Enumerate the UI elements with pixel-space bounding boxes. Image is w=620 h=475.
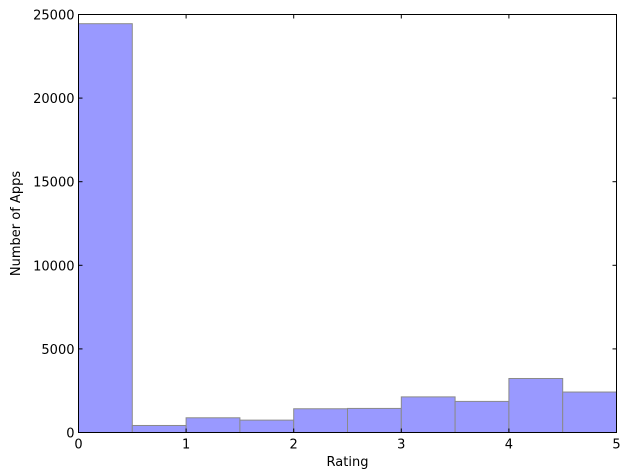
x-axis-label: Rating	[327, 455, 369, 470]
ticks-layer: 0 1 2 3 4 5 0 5000 10000 15000 20000 25000	[33, 9, 620, 453]
histogram-bar-3	[239, 419, 295, 433]
y-tick-label-4: 20000	[33, 92, 74, 107]
y-tick-label-0: 0	[66, 427, 74, 442]
histogram-bar-6	[400, 396, 456, 434]
histogram-bar-2	[185, 417, 241, 434]
plot-frame	[78, 14, 617, 433]
y-tick-label-2: 10000	[33, 259, 74, 274]
histogram-bar-8	[508, 377, 564, 433]
histogram-bar-7	[454, 400, 510, 433]
histogram-bar-4	[293, 408, 349, 433]
y-tick-label-5: 25000	[33, 9, 74, 24]
histogram-bar-9	[562, 391, 618, 433]
x-tick-label-0: 0	[74, 438, 82, 453]
histogram-bar-5	[347, 407, 402, 433]
x-tick-label-2: 2	[290, 438, 298, 453]
x-tick-label-4: 4	[505, 438, 513, 453]
histogram-bar-1	[131, 424, 187, 433]
y-tick-label-3: 15000	[33, 176, 74, 191]
histogram-bar-0	[78, 23, 133, 433]
x-tick-label-1: 1	[182, 438, 190, 453]
x-tick-label-3: 3	[397, 438, 405, 453]
x-tick-label-5: 5	[612, 438, 620, 453]
y-tick-label-1: 5000	[41, 343, 74, 358]
y-axis-label: Number of Apps	[9, 171, 24, 276]
bars-layer	[78, 23, 618, 434]
